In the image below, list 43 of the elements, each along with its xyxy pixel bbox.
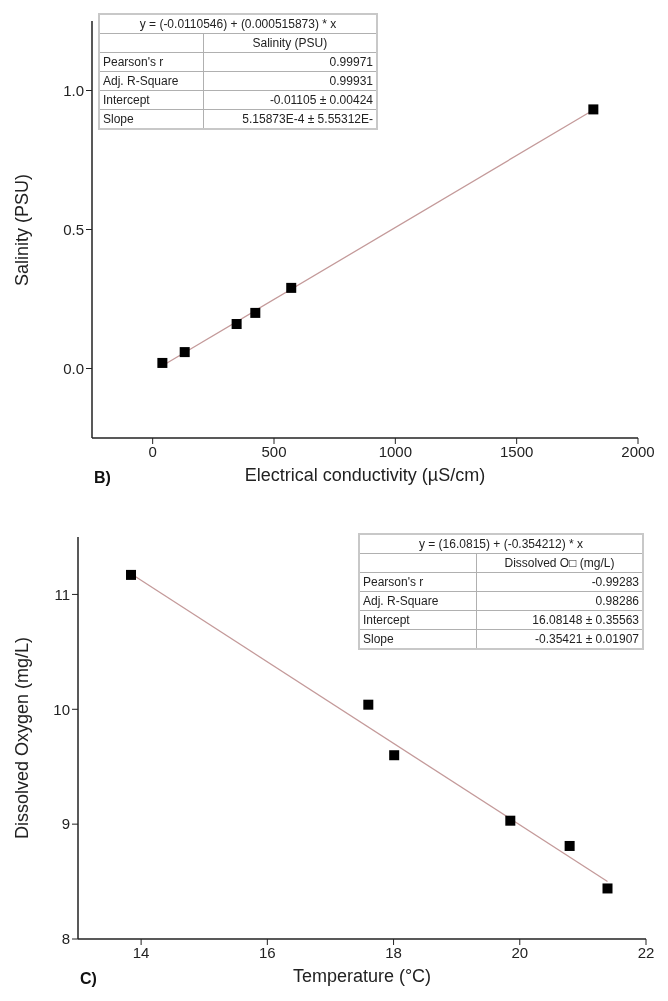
annotation: 16.08148 ± 0.35563 [476, 610, 643, 630]
annotation: Salinity (PSU) [203, 33, 377, 53]
annotation: Pearson's r [359, 572, 477, 592]
x-tick-label: 1500 [499, 442, 534, 460]
y-tick-label: 9 [61, 815, 70, 833]
annotation: -0.99283 [476, 572, 643, 592]
x-axis-title: Electrical conductivity (µS/cm) [244, 465, 486, 485]
annotation: 0.99971 [203, 52, 377, 72]
y-tick-label: 8 [61, 930, 70, 948]
annotation: y = (16.0815) + (-0.354212) * x [359, 534, 643, 554]
y-tick-label: 1.0 [63, 81, 84, 99]
annotation: 0.99931 [203, 71, 377, 91]
y-axis-title: Dissolved Oxygen (mg/L) [11, 636, 33, 840]
annotation: -0.01105 ± 0.00424 [203, 90, 377, 110]
x-tick-label: 500 [261, 442, 287, 460]
y-tick-label: 10 [53, 700, 70, 718]
annotation: Slope [99, 109, 204, 129]
annotation: Dissolved O□ (mg/L) [476, 553, 643, 573]
x-tick-label: 2000 [621, 442, 655, 460]
annotation: Intercept [99, 90, 204, 110]
text: C) [80, 970, 97, 988]
annotation: y = (-0.0110546) + (0.000515873) * x [99, 14, 377, 34]
x-axis-title: Temperature (°C) [292, 966, 432, 986]
x-tick-label: 14 [132, 943, 150, 961]
annotation: -0.35421 ± 0.01907 [476, 629, 643, 649]
x-tick-label: 20 [511, 943, 529, 961]
annotation: Pearson's r [99, 52, 204, 72]
annotation: Adj. R-Square [359, 591, 477, 611]
y-tick-label: 11 [54, 585, 70, 603]
x-tick-label: 22 [637, 943, 655, 961]
y-tick-label: 0.0 [63, 359, 84, 377]
y-axis-title: Salinity (PSU) [11, 173, 33, 286]
x-tick-label: 16 [258, 943, 276, 961]
x-tick-label: 1000 [378, 442, 413, 460]
annotation: 0.98286 [476, 591, 643, 611]
annotation: 5.15873E-4 ± 5.55312E- [203, 109, 377, 129]
annotation: Intercept [359, 610, 477, 630]
x-tick-label: 0 [148, 442, 157, 460]
y-tick-label: 0.5 [63, 220, 84, 238]
text: B) [94, 469, 111, 487]
annotation: Slope [359, 629, 477, 649]
annotation: Adj. R-Square [99, 71, 204, 91]
x-tick-label: 18 [385, 943, 402, 961]
